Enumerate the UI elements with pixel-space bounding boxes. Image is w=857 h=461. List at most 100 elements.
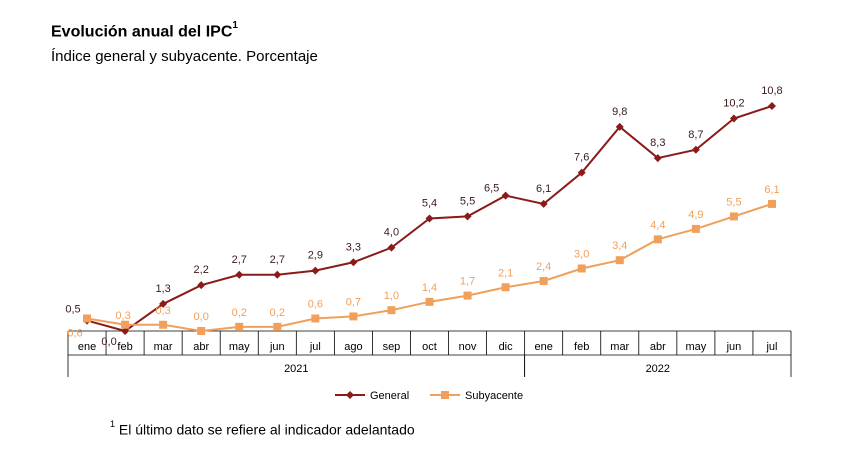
chart-title-footnote-marker: 1 xyxy=(232,20,238,31)
general-point-nov xyxy=(463,212,472,221)
x-tick-label-mar: mar xyxy=(154,341,173,353)
general-data-label-jul: 10,8 xyxy=(761,85,782,97)
x-tick-label-oct: oct xyxy=(422,341,437,353)
general-data-label-abr: 2,2 xyxy=(194,264,209,276)
general-point-ago xyxy=(349,258,358,267)
subyacente-data-label-abr: 4,4 xyxy=(650,219,665,231)
subyacente-data-label-ene: 0,6 xyxy=(67,328,82,340)
general-data-label-sep: 4,0 xyxy=(384,227,399,239)
series-line-subyacente xyxy=(86,202,773,333)
subyacente-point-jul xyxy=(311,314,320,323)
general-data-label-ene: 6,1 xyxy=(536,183,551,195)
general-data-label-mar: 9,8 xyxy=(612,106,627,118)
general-data-label-dic: 6,5 xyxy=(484,183,499,195)
general-point-abr xyxy=(197,281,206,290)
general-point-mar xyxy=(159,299,168,308)
x-tick-label-ago: ago xyxy=(344,341,362,353)
x-tick-label-nov: nov xyxy=(459,341,477,353)
subyacente-point-dic xyxy=(501,283,510,292)
chart-title-text: Evolución anual del IPC xyxy=(51,23,233,41)
general-data-label-oct: 5,4 xyxy=(422,198,437,210)
general-data-label-ago: 3,3 xyxy=(346,241,361,253)
x-tick-label-jun: jun xyxy=(269,341,285,353)
general-data-label-mar: 1,3 xyxy=(155,283,170,295)
general-point-jun xyxy=(729,114,738,123)
subyacente-point-feb xyxy=(121,320,130,329)
legend-subyacente-marker xyxy=(441,391,449,399)
subyacente-point-ago xyxy=(349,312,358,321)
legend-general-marker xyxy=(346,391,354,399)
legend-subyacente-label: Subyacente xyxy=(465,390,523,402)
x-tick-label-mar: mar xyxy=(610,341,629,353)
general-data-label-may: 8,7 xyxy=(688,129,703,141)
general-point-dic xyxy=(501,191,510,200)
subyacente-data-label-ene: 2,4 xyxy=(536,261,551,273)
year-group-label-2022: 2022 xyxy=(646,363,670,375)
subyacente-data-label-may: 0,2 xyxy=(232,307,247,319)
subyacente-data-label-feb: 3,0 xyxy=(574,249,589,261)
subyacente-data-label-sep: 1,0 xyxy=(384,290,399,302)
x-tick-label-feb: feb xyxy=(574,341,589,353)
footnote-text: El último dato se refiere al indicador a… xyxy=(118,421,415,438)
general-point-feb xyxy=(577,168,586,177)
subyacente-data-label-jul: 0,6 xyxy=(308,299,323,311)
subyacente-point-ene xyxy=(539,277,548,285)
general-data-label-abr: 8,3 xyxy=(650,137,665,149)
subyacente-data-label-mar: 0,3 xyxy=(155,305,170,317)
subyacente-point-jun xyxy=(273,322,282,331)
x-tick-label-may: may xyxy=(685,341,706,353)
x-tick-label-jul: jul xyxy=(309,341,321,353)
general-point-may xyxy=(691,145,700,154)
general-point-jul xyxy=(311,266,320,275)
x-tick-label-ene: ene xyxy=(534,341,552,353)
x-tick-label-feb: feb xyxy=(117,341,132,353)
general-data-label-ene: 0,5 xyxy=(65,304,80,316)
general-data-label-feb: 0,0 xyxy=(101,336,116,348)
subyacente-point-sep xyxy=(387,306,396,315)
subyacente-point-oct xyxy=(425,297,434,306)
subyacente-data-label-nov: 1,7 xyxy=(460,276,475,288)
subyacente-data-label-feb: 0,3 xyxy=(115,310,130,322)
subyacente-point-may xyxy=(235,322,244,331)
general-point-sep xyxy=(387,243,396,252)
x-tick-label-jul: jul xyxy=(765,341,777,353)
subyacente-point-nov xyxy=(463,291,472,300)
subyacente-data-label-dic: 2,1 xyxy=(498,267,513,279)
general-data-label-nov: 5,5 xyxy=(460,195,475,207)
subyacente-point-abr xyxy=(653,235,662,244)
x-tick-label-abr: abr xyxy=(193,341,209,353)
subyacente-data-label-abr: 0,0 xyxy=(194,311,209,323)
subyacente-data-label-ago: 0,7 xyxy=(346,296,361,308)
x-tick-label-jun: jun xyxy=(726,341,742,353)
general-data-label-may: 2,7 xyxy=(232,254,247,266)
general-point-jul xyxy=(767,102,776,110)
legend-general-label: General xyxy=(370,390,409,402)
chart-title: Evolución anual del IPC1 xyxy=(51,20,238,41)
general-data-label-jun: 2,7 xyxy=(270,254,285,266)
general-data-label-jun: 10,2 xyxy=(723,98,744,110)
subyacente-data-label-jul: 6,1 xyxy=(764,184,779,196)
subyacente-data-label-mar: 3,4 xyxy=(612,240,627,252)
year-group-label-2021: 2021 xyxy=(284,363,308,375)
subyacente-point-feb xyxy=(577,264,586,273)
general-point-oct xyxy=(425,214,434,223)
subyacente-data-label-oct: 1,4 xyxy=(422,282,437,294)
footnote-marker: 1 xyxy=(110,419,116,429)
subyacente-point-mar xyxy=(615,256,624,265)
general-data-label-jul: 2,9 xyxy=(308,250,323,262)
x-tick-label-may: may xyxy=(229,341,250,353)
subyacente-point-may xyxy=(691,224,700,233)
subyacente-point-abr xyxy=(197,327,206,335)
general-point-jun xyxy=(273,270,282,279)
x-tick-label-sep: sep xyxy=(383,341,401,353)
subyacente-data-label-jun: 5,5 xyxy=(726,196,741,208)
subyacente-point-jul xyxy=(767,199,776,208)
general-point-mar xyxy=(615,122,624,131)
general-point-ene xyxy=(539,199,548,208)
subyacente-point-jun xyxy=(729,212,738,221)
general-point-may xyxy=(235,270,244,279)
x-tick-label-abr: abr xyxy=(650,341,666,353)
x-tick-label-dic: dic xyxy=(499,341,514,353)
subyacente-point-mar xyxy=(159,320,168,329)
